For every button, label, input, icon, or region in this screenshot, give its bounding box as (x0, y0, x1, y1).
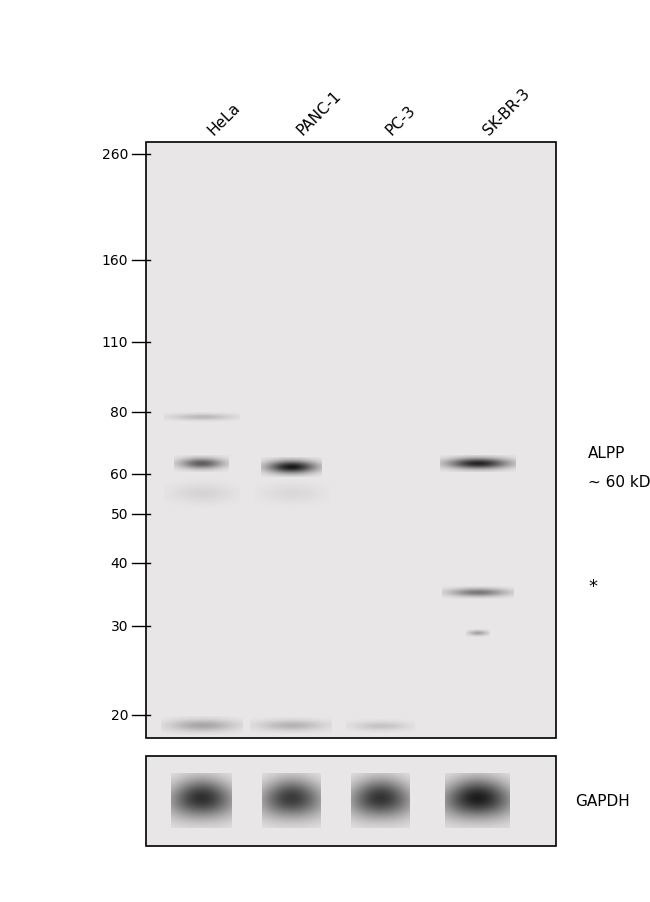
Text: 50: 50 (111, 508, 128, 521)
Text: *: * (588, 577, 597, 595)
Text: ~ 60 kDa: ~ 60 kDa (588, 475, 650, 490)
Text: ALPP: ALPP (588, 446, 625, 461)
Text: GAPDH: GAPDH (575, 794, 630, 808)
Bar (146, 756, 556, 846)
Text: PC-3: PC-3 (384, 103, 419, 138)
Text: 20: 20 (111, 708, 128, 722)
Text: PANC-1: PANC-1 (294, 88, 344, 138)
Text: 60: 60 (111, 468, 128, 482)
Text: 80: 80 (111, 405, 128, 419)
Text: 160: 160 (101, 253, 128, 268)
Text: 40: 40 (111, 557, 128, 570)
Text: 30: 30 (111, 620, 128, 633)
Bar (146, 143, 556, 738)
Text: 260: 260 (101, 148, 128, 161)
Text: HeLa: HeLa (205, 100, 243, 138)
Text: 110: 110 (101, 336, 128, 350)
Text: SK-BR-3: SK-BR-3 (481, 86, 533, 138)
